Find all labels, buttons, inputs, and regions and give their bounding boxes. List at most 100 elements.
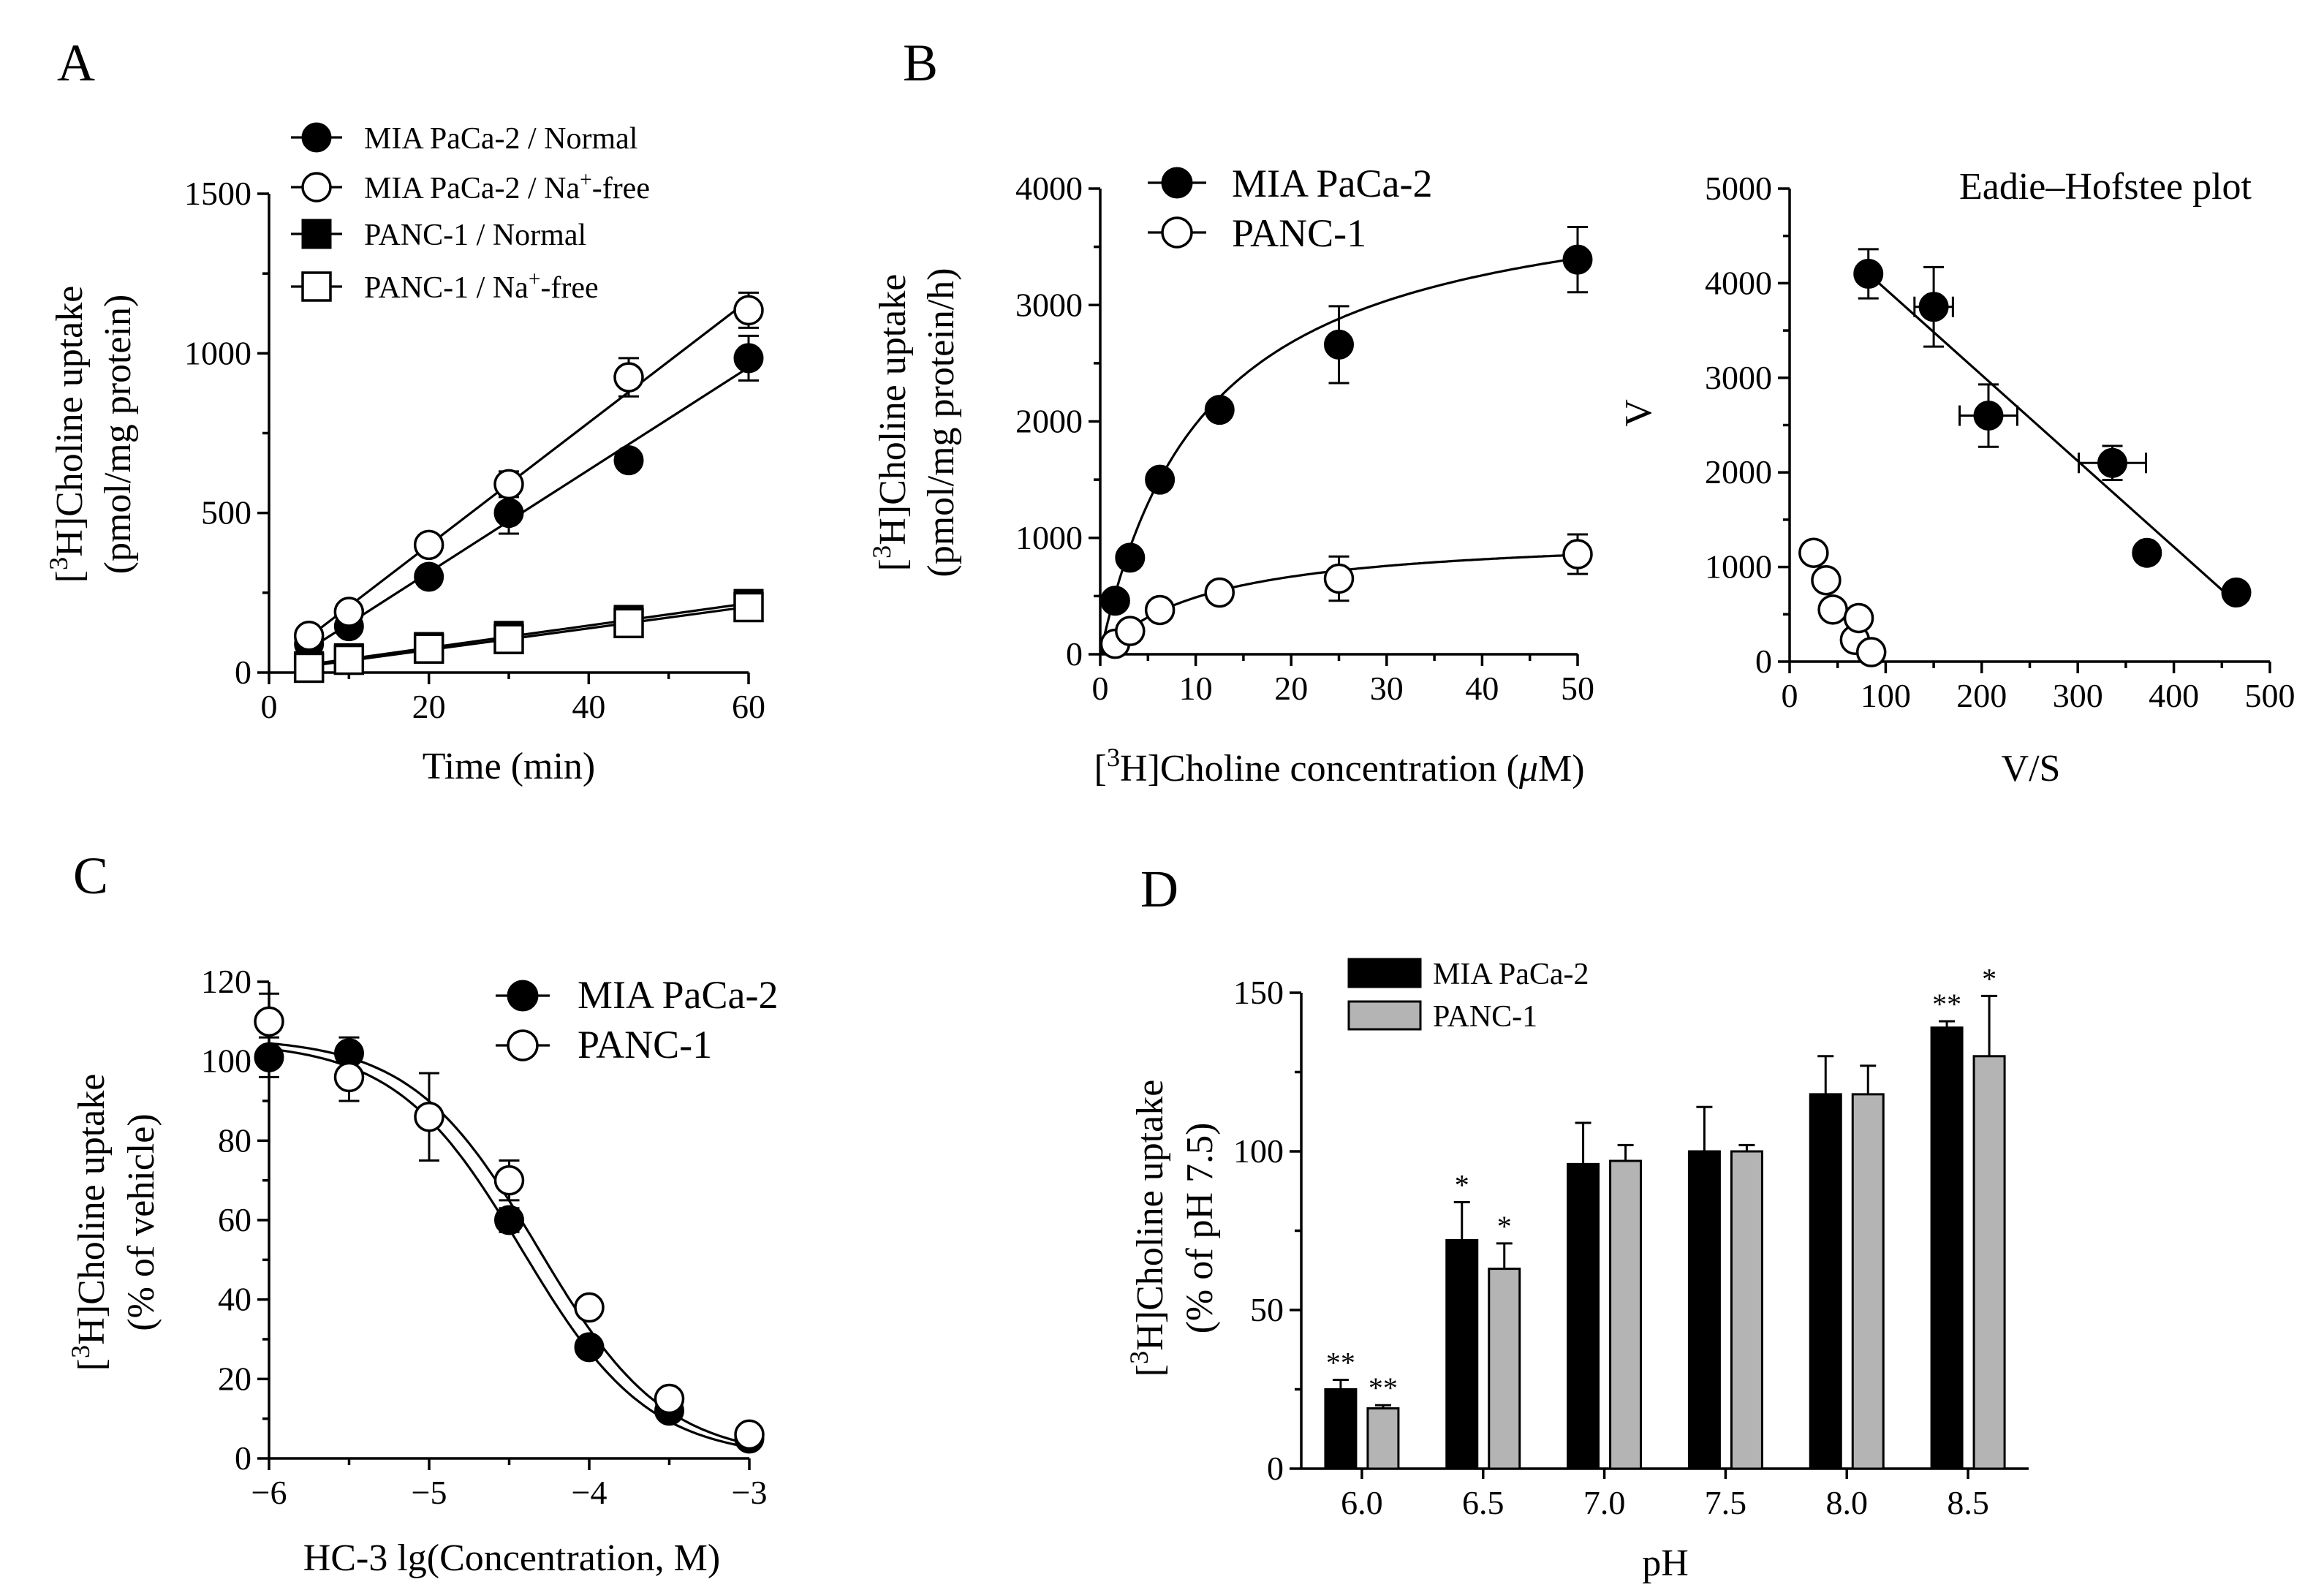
panel-label-A: A <box>57 34 95 92</box>
y-tick-label: 60 <box>218 1201 251 1238</box>
y-axis-label: [3H]Choline uptake (% of pH 7.5) <box>1124 1080 1221 1377</box>
series-2 <box>294 588 764 681</box>
x-tick-label: −3 <box>732 1474 768 1511</box>
legend-marker <box>507 1029 539 1061</box>
x-tick-label: 0 <box>1782 677 1798 714</box>
bar-panc-1: * <box>1972 962 2006 1470</box>
legend-label: MIA PaCa-2 <box>578 973 778 1017</box>
data-point <box>1204 577 1235 608</box>
y-tick-label: 4000 <box>1015 170 1083 207</box>
legend-marker <box>301 172 332 202</box>
data-point <box>613 445 644 476</box>
series-1 <box>293 291 764 651</box>
y-tick-label: 4000 <box>1705 264 1772 301</box>
legend-swatch <box>1347 1000 1422 1031</box>
panel-b-eadie-hofstee: 0 1000 2000 3000 4000 5000 0 100 200 300 400 500 Ead… <box>1618 166 2295 790</box>
legend-marker <box>1161 216 1193 249</box>
y-tick-label: 20 <box>218 1360 251 1397</box>
y-axis-label-line2: (% of pH 7.5) <box>1179 1123 1221 1334</box>
y-tick-label: 500 <box>201 494 251 531</box>
significance-mark: ** <box>1932 988 1961 1021</box>
data-point <box>333 597 365 627</box>
y-tick-label: 1000 <box>1015 519 1083 556</box>
panel-c: 0 20 40 60 80 100 120 −6 −5 −4 −3 MIA PaCa-2 PANC-1 [… <box>66 963 778 1579</box>
y-tick-label: 0 <box>1267 1450 1284 1487</box>
data-point <box>2132 537 2162 568</box>
data-point <box>1853 258 1884 289</box>
legend-label: MIA PaCa-2 / Normal <box>364 122 637 156</box>
x-tick-label: 6.0 <box>1341 1484 1383 1521</box>
y-axis-label: [3H]Choline uptake (% of vehicle) <box>66 1074 162 1371</box>
panel-label-C: C <box>73 847 108 905</box>
data-point <box>2221 578 2252 608</box>
legend-label: MIA PaCa-2 <box>1433 958 1589 991</box>
x-tick-label: −4 <box>572 1474 608 1511</box>
x-tick-label: 500 <box>2245 677 2295 714</box>
legend: MIA PaCa-2 / Normal MIA PaCa-2 / Na+-free… <box>291 122 650 305</box>
x-tick-label: 0 <box>261 688 278 725</box>
x-tick-label: 0 <box>1092 670 1109 707</box>
bar-mia-paca-2 <box>1567 1121 1600 1470</box>
x-tick-label: 40 <box>572 688 605 725</box>
data-point <box>494 1205 524 1235</box>
bar <box>1609 1159 1643 1470</box>
y-tick-label: 40 <box>218 1281 251 1318</box>
fit-line-0 <box>308 366 749 651</box>
data-point <box>333 1061 365 1093</box>
data-point <box>293 621 325 651</box>
panel-b: 0 1000 2000 3000 4000 0 10 20 30 40 50 MIA PaCa-2 PA… <box>867 162 1594 790</box>
data-point <box>733 591 764 623</box>
bar <box>1930 1026 1964 1470</box>
y-tick-label: 100 <box>1233 1132 1284 1170</box>
data-point <box>1817 594 1848 625</box>
bar <box>1488 1268 1521 1470</box>
data-point <box>333 644 365 675</box>
y-tick-label: 3000 <box>1705 359 1772 396</box>
significance-mark: * <box>1455 1168 1469 1201</box>
data-point <box>1115 542 1146 573</box>
y-tick-label: 2000 <box>1705 453 1772 491</box>
series-1 <box>254 992 765 1450</box>
x-tick-label: 10 <box>1179 670 1213 707</box>
fit-line-2 <box>309 602 749 666</box>
legend-label: PANC-1 / Normal <box>364 219 586 252</box>
y-axis-label-line1: [3H]Choline uptake <box>44 286 91 583</box>
chart-title: Eadie–Hofstee plot <box>1959 166 2252 208</box>
y-tick-label: 0 <box>1755 643 1772 680</box>
x-tick-label: −5 <box>412 1474 447 1511</box>
x-axis-label: pH <box>1642 1542 1689 1584</box>
legend-label: PANC-1 <box>1433 1000 1537 1034</box>
legend-label: PANC-1 / Na+-free <box>364 268 599 305</box>
y-tick-label: 1500 <box>184 175 251 212</box>
data-point <box>1324 329 1354 360</box>
legend-label: MIA PaCa-2 / Na+-free <box>364 168 650 205</box>
bar <box>1851 1093 1885 1470</box>
data-point <box>1323 563 1355 594</box>
x-tick-label: −6 <box>251 1474 287 1511</box>
bar-mia-paca-2 <box>1687 1105 1721 1470</box>
x-tick-label: 60 <box>732 688 765 725</box>
y-tick-label: 3000 <box>1015 286 1083 323</box>
data-point <box>493 1165 525 1196</box>
y-tick-label: 150 <box>1233 974 1284 1011</box>
series-0 <box>254 1036 765 1454</box>
bar <box>1687 1150 1721 1470</box>
data-point <box>1144 594 1176 626</box>
data-point <box>493 469 524 500</box>
y-axis-label: [3H]Choline uptake (pmol/mg protein) <box>44 286 139 583</box>
data-point <box>2097 447 2128 478</box>
x-tick-label: 400 <box>2149 677 2199 714</box>
series-0 <box>1853 248 2252 608</box>
y-axis-label-line1: [3H]Choline uptake <box>1124 1080 1171 1377</box>
significance-mark: ** <box>1326 1346 1355 1379</box>
bar-panc-1: ** <box>1366 1371 1400 1470</box>
bar-mia-paca-2 <box>1809 1055 1842 1470</box>
y-tick-label: 1000 <box>1705 548 1772 586</box>
bar-panc-1 <box>1851 1064 1885 1470</box>
series-0 <box>294 334 764 659</box>
y-tick-label: 100 <box>201 1042 251 1080</box>
y-tick-label: 0 <box>1066 635 1083 673</box>
legend-swatch <box>1347 958 1422 988</box>
y-tick-label: 1000 <box>184 334 251 371</box>
